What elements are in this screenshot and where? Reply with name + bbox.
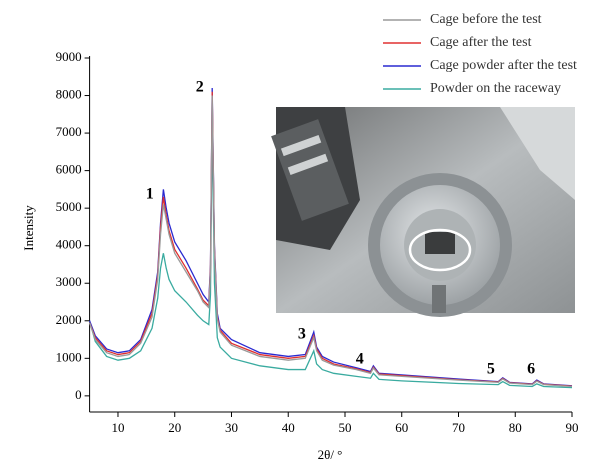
y-tick-label: 0	[75, 387, 82, 402]
legend-label: Powder on the raceway	[430, 81, 561, 96]
peak-label: 5	[487, 360, 495, 377]
y-tick-label: 6000	[56, 162, 82, 177]
x-tick-label: 40	[282, 420, 295, 435]
legend-label: Cage powder after the test	[430, 58, 577, 73]
legend-label: Cage after the test	[430, 35, 532, 50]
x-tick-label: 30	[225, 420, 238, 435]
peak-label: 4	[356, 350, 364, 367]
series-line	[88, 95, 573, 388]
peak-label: 2	[196, 79, 204, 96]
x-tick-label: 60	[395, 420, 408, 435]
series-line	[88, 125, 573, 389]
x-tick-label: 50	[338, 420, 351, 435]
x-tick-label: 20	[168, 420, 181, 435]
x-tick-label: 70	[452, 420, 465, 435]
y-axis-label: Intensity	[21, 205, 36, 251]
y-tick-label: 8000	[56, 87, 82, 102]
y-tick-label: 9000	[56, 49, 82, 64]
y-tick-label: 7000	[56, 124, 82, 139]
inset-photo	[271, 107, 575, 317]
peak-label: 1	[146, 186, 154, 203]
y-tick-label: 2000	[56, 312, 82, 327]
x-axis-label: 2θ/ °	[318, 447, 343, 462]
peak-label: 6	[527, 360, 535, 377]
legend-label: Cage before the test	[430, 12, 542, 27]
y-tick-label: 5000	[56, 199, 82, 214]
y-tick-label: 1000	[56, 349, 82, 364]
y-tick-label: 4000	[56, 237, 82, 252]
y-tick-label: 3000	[56, 274, 82, 289]
x-tick-label: 10	[111, 420, 124, 435]
x-tick-label: 90	[566, 420, 579, 435]
peak-label: 3	[298, 326, 306, 343]
x-tick-label: 80	[509, 420, 522, 435]
